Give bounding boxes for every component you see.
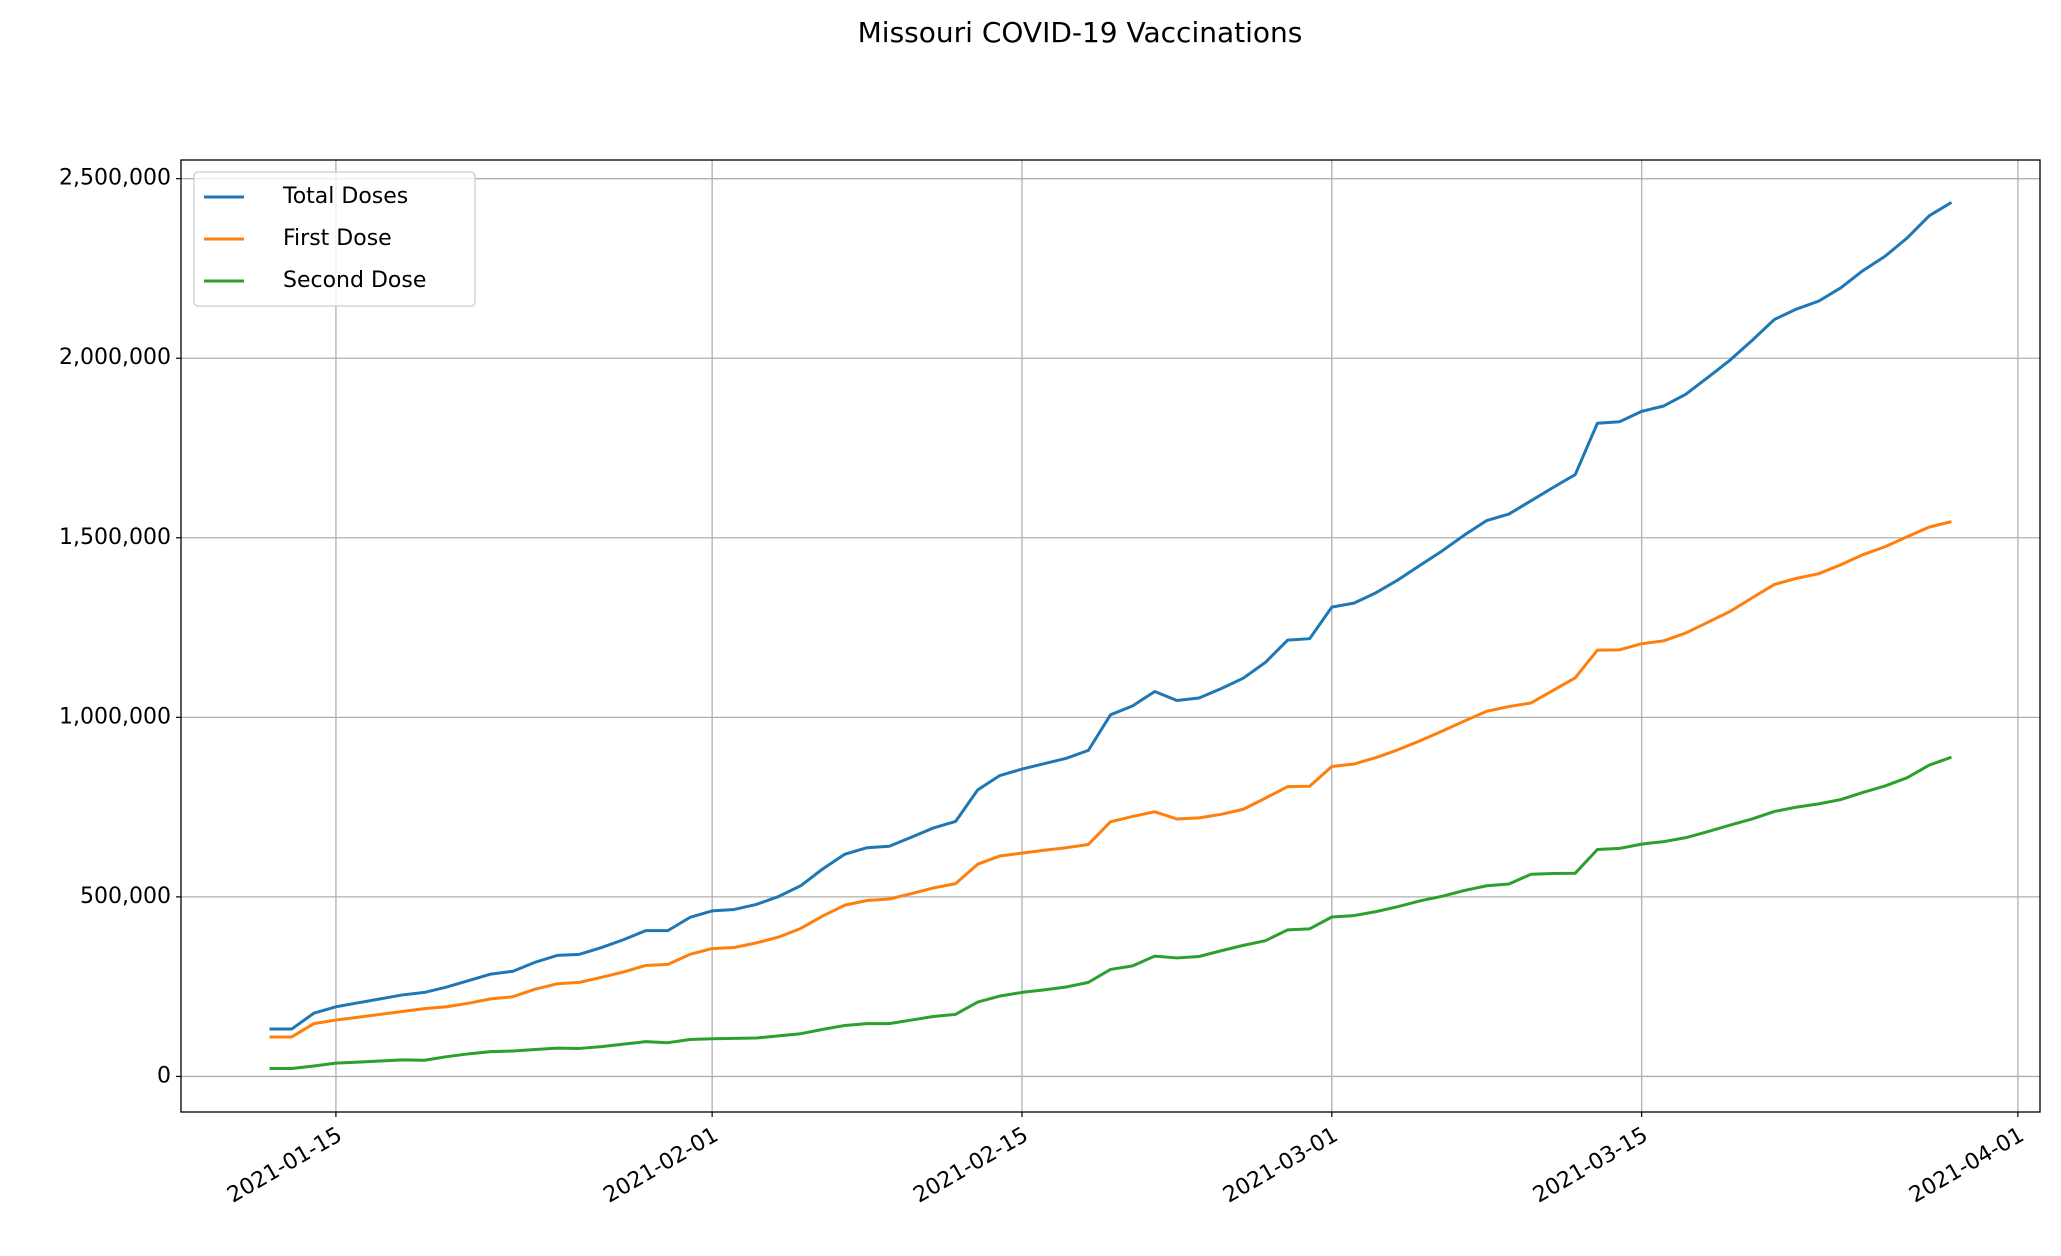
series-line [269, 755, 1952, 1071]
y-tick-label: 1,000,000 [59, 704, 171, 729]
y-tick-label: 0 [157, 1063, 171, 1088]
series-line [269, 520, 1952, 1039]
y-tick-label: 1,500,000 [59, 525, 171, 550]
legend: Total Doses First Dose Second Dose [193, 171, 476, 307]
y-tick-label: 2,500,000 [59, 166, 171, 191]
legend-label: Second Dose [283, 268, 426, 293]
y-tick-label: 500,000 [80, 884, 171, 909]
chart-title: Missouri COVID-19 Vaccinations [858, 16, 1303, 49]
legend-box [193, 171, 476, 307]
y-tick-label: 2,000,000 [59, 345, 171, 370]
series-line [269, 201, 1953, 1031]
legend-label: Total Doses [282, 184, 408, 209]
legend-label: First Dose [283, 226, 392, 251]
plot-frame [180, 159, 2041, 1113]
